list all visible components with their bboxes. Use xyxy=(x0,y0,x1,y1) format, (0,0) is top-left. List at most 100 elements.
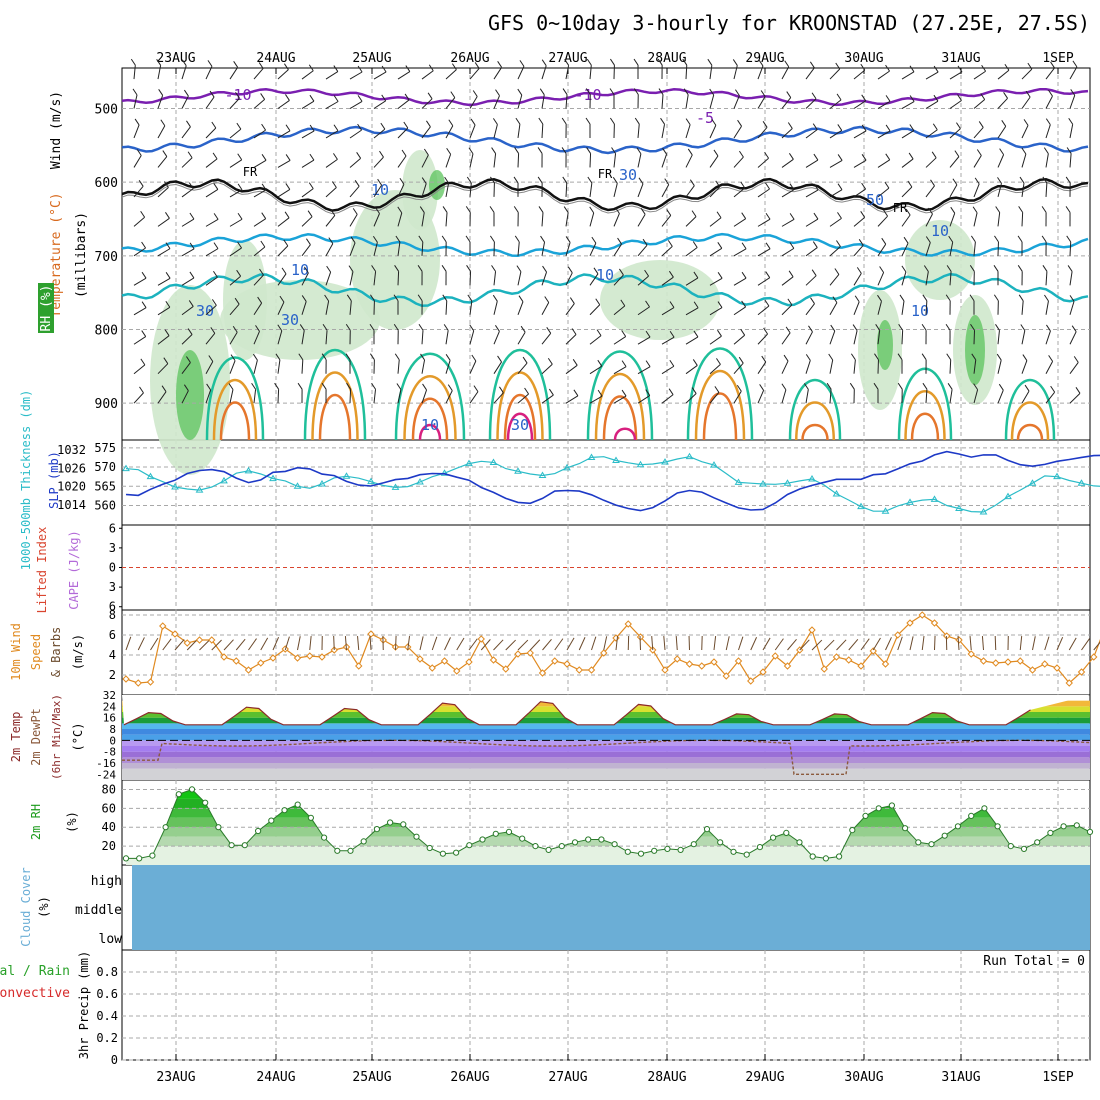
wind-barb-10m xyxy=(713,636,717,651)
wind-barb xyxy=(181,334,193,345)
wind-barb-flag xyxy=(516,265,522,272)
wind-barb xyxy=(541,302,550,316)
rh-point xyxy=(505,828,513,836)
wind-barb xyxy=(661,336,675,345)
wind-barb xyxy=(853,330,858,345)
rh-legend-swatch xyxy=(38,283,54,333)
wind-barb-flag xyxy=(140,358,146,366)
wind-barb-flag xyxy=(237,153,243,161)
wind-speed-point xyxy=(489,656,498,664)
wind-barb-flag xyxy=(597,389,603,397)
wind-barb-flag xyxy=(548,388,554,396)
precip-tick-label: 0.4 xyxy=(96,1009,118,1023)
wind-barb xyxy=(133,216,145,227)
wind-barb-flag xyxy=(784,60,790,68)
rh-point xyxy=(888,802,896,809)
wind-barb-flag xyxy=(321,353,327,360)
slp-line xyxy=(125,450,1100,512)
wind-barb-flag xyxy=(562,176,568,184)
wind-barb xyxy=(541,363,553,375)
wind-barb-flag xyxy=(466,176,472,184)
wind-barb xyxy=(781,189,795,198)
pressure-tick-label: 500 xyxy=(95,103,118,118)
wind-barb-10m xyxy=(774,638,784,651)
wind-barb xyxy=(1045,271,1048,286)
precip-tick-label: 0.6 xyxy=(96,987,118,1001)
wind-barb xyxy=(613,274,624,286)
wind-barb xyxy=(613,213,620,227)
wind-barb-flag xyxy=(837,154,843,161)
wind-barb xyxy=(685,307,699,316)
rh-point xyxy=(862,812,869,820)
wind10-speed-label: Speed xyxy=(29,634,43,670)
wind-barb-flag xyxy=(520,325,526,333)
wind-barb-flag xyxy=(836,240,841,247)
wind-barb xyxy=(469,96,478,109)
wind-barb xyxy=(181,362,191,375)
wind-barb xyxy=(253,189,267,198)
rh-point xyxy=(492,830,499,837)
wind-barb xyxy=(709,247,723,257)
wind-barb-flag xyxy=(909,95,915,102)
rh-point xyxy=(373,826,380,833)
wind-barb xyxy=(877,100,891,109)
wind-barb xyxy=(205,188,219,198)
wind-barb-10m xyxy=(248,638,257,651)
temp-mask xyxy=(122,695,1090,725)
warm-contour xyxy=(702,392,738,441)
wind-barb-flag xyxy=(299,324,305,331)
wind-barb xyxy=(973,155,982,168)
warm-contour xyxy=(1010,401,1050,441)
pressure-tick-label: 800 xyxy=(95,324,118,339)
wind-barb-flag xyxy=(634,117,640,125)
wind-barb xyxy=(805,303,815,316)
wind-barb-flag xyxy=(885,124,891,132)
rh-point xyxy=(1073,822,1080,829)
wind-barb-flag xyxy=(950,206,956,214)
wind-barb-flag xyxy=(308,64,314,72)
wind-barb-flag xyxy=(834,268,840,275)
wind-barb-flag xyxy=(261,212,267,219)
wind-barb xyxy=(205,96,215,109)
thickness-point xyxy=(1053,472,1061,480)
rh-point xyxy=(202,799,209,806)
wind-speed-point xyxy=(881,660,890,668)
wind-barb xyxy=(709,217,722,227)
wind-speed-point xyxy=(747,677,755,685)
wind-barb xyxy=(229,67,239,80)
wind-barb-flag xyxy=(283,63,289,70)
wind-speed-point xyxy=(477,635,485,643)
wind-barb-flag xyxy=(922,382,928,390)
thickness-point xyxy=(612,456,620,464)
wind-barb xyxy=(709,364,721,375)
wind-barb xyxy=(205,248,219,257)
run-total-label: Run Total = 0 xyxy=(983,954,1085,969)
wind-barb xyxy=(397,99,410,109)
wind-barb xyxy=(973,127,984,139)
wind-barb xyxy=(301,330,305,345)
thickness-point xyxy=(122,464,130,472)
wind10-axis-label: 10m Wind xyxy=(9,623,23,681)
wind-barb xyxy=(661,184,670,198)
wind-barb-10m xyxy=(150,637,159,651)
wind-barb-flag xyxy=(188,300,194,307)
wind-barb-flag xyxy=(260,240,266,248)
li-tick-label: 0 xyxy=(109,561,116,575)
temp2m-minmax-label: (6hr Min/Max) xyxy=(50,694,63,780)
wind-barb xyxy=(349,71,363,80)
wind-barb-10m xyxy=(431,636,438,651)
wind-barb-10m xyxy=(357,636,360,651)
wind-barb-flag xyxy=(693,330,699,338)
wind-barb-flag xyxy=(993,294,999,302)
wind-barb-flag xyxy=(933,65,939,73)
wind-barb xyxy=(517,241,520,256)
wind-barb-10m xyxy=(505,639,516,651)
rh-tick-label: 40 xyxy=(102,820,116,834)
wind-barb xyxy=(133,186,144,198)
date-label-bottom: 1SEP xyxy=(1042,1070,1073,1085)
thickness-point xyxy=(906,498,914,505)
wind-barb xyxy=(1021,182,1025,197)
wind-barb xyxy=(445,125,454,139)
wind-barb-flag xyxy=(789,242,795,249)
wind-barb xyxy=(661,124,666,139)
